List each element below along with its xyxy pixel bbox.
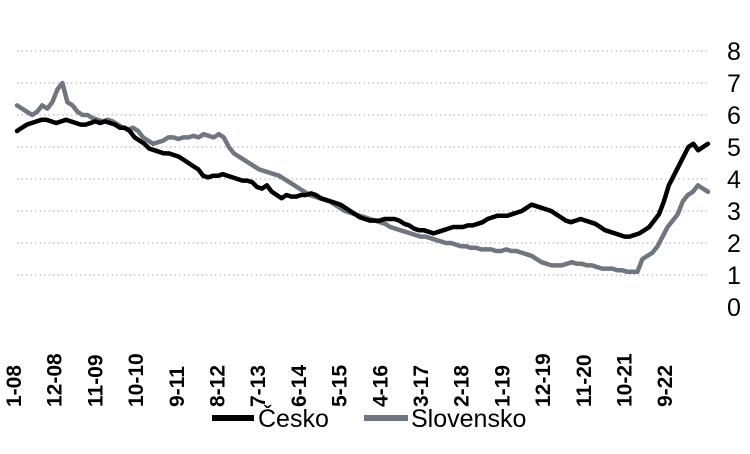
x-tick-label: 1-19: [491, 365, 514, 407]
y-tick-label: 3: [727, 198, 741, 226]
y-tick-label: 0: [727, 294, 741, 322]
x-tick-label: 11-09: [84, 354, 107, 407]
y-tick-label: 1: [727, 262, 741, 290]
y-tick-label: 5: [727, 134, 741, 162]
y-tick-label: 8: [727, 38, 741, 66]
x-tick-label: 10-21: [614, 353, 637, 407]
x-axis-tick-labels: 1-08 12-08 11-09 10-10 9-11 8-12 7-13 6-14 5-15 4…: [3, 353, 677, 407]
x-tick-label: 10-10: [125, 353, 148, 407]
legend-label-slovensko: Slovensko: [411, 405, 526, 433]
y-tick-label: 4: [727, 166, 741, 194]
x-tick-label: 4-16: [369, 365, 392, 407]
legend: Česko Slovensko: [212, 404, 526, 433]
x-tick-label: 12-08: [44, 353, 67, 407]
series-lines: [14, 80, 711, 275]
x-tick-label: 2-18: [451, 365, 474, 407]
x-tick-label: 12-19: [532, 353, 555, 407]
y-tick-label: 7: [727, 70, 741, 98]
gridlines: [17, 50, 708, 276]
series-line-cesko: [14, 117, 711, 239]
x-tick-label: 1-08: [3, 365, 26, 407]
x-tick-label: 7-13: [247, 365, 270, 407]
legend-label-cesko: Česko: [258, 404, 329, 433]
x-tick-label: 11-20: [573, 354, 596, 407]
y-axis-tick-labels: 0 1 2 3 4 5 6 7 8: [727, 38, 741, 322]
x-tick-label: 3-17: [410, 365, 433, 407]
x-tick-label: 5-15: [329, 365, 352, 407]
x-tick-label: 9-11: [166, 366, 189, 407]
y-tick-label: 2: [727, 230, 741, 258]
y-tick-label: 6: [727, 102, 741, 130]
x-tick-label: 6-14: [288, 365, 311, 407]
x-tick-label: 9-22: [654, 365, 677, 407]
x-tick-label: 8-12: [207, 365, 230, 407]
